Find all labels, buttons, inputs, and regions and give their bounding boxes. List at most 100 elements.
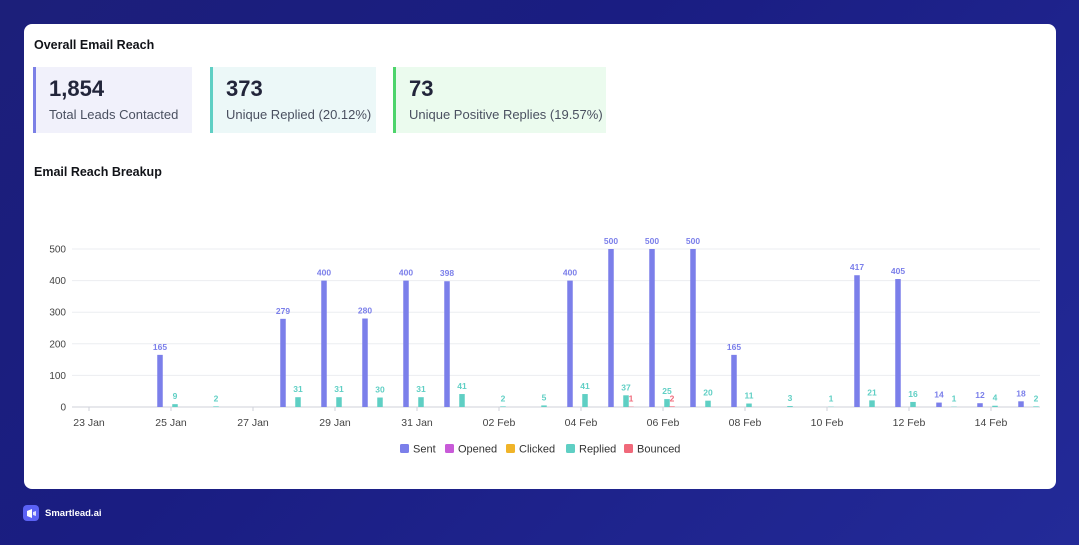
bar-sent [977, 403, 983, 407]
data-label-replied: 31 [293, 384, 303, 394]
data-label-sent: 14 [934, 390, 944, 400]
stat-unique-replied-label: Unique Replied (20.12%) [226, 107, 372, 122]
data-label-sent: 500 [686, 236, 700, 246]
data-label-bounced: 2 [670, 393, 675, 403]
data-label-sent: 405 [891, 266, 905, 276]
bar-replied [418, 397, 424, 407]
legend-swatch-replied [566, 444, 575, 453]
data-label-replied: 31 [334, 384, 344, 394]
data-label-replied: 11 [745, 391, 754, 401]
legend-swatch-clicked [506, 444, 515, 453]
data-label-sent: 400 [317, 268, 331, 278]
bar-sent [567, 280, 573, 407]
y-tick-label: 300 [49, 308, 66, 319]
overall-email-reach-title: Overall Email Reach [34, 38, 155, 52]
x-tick-label: 06 Feb [647, 417, 680, 429]
bar-sent [731, 354, 737, 407]
data-label-replied: 37 [621, 382, 631, 392]
data-label-sent: 500 [645, 236, 659, 246]
data-label-bounced: 1 [629, 394, 634, 404]
stat-total-leads-label: Total Leads Contacted [49, 107, 179, 122]
data-label-replied: 2 [214, 393, 219, 403]
bar-sent [157, 354, 163, 407]
x-tick-label: 29 Jan [319, 417, 351, 429]
bar-sent [608, 249, 614, 407]
data-label-replied: 5 [542, 392, 547, 402]
bar-replied [213, 406, 219, 407]
bar-sent [1018, 401, 1024, 407]
data-label-sent: 400 [563, 268, 577, 278]
stat-unique-replied: 373 Unique Replied (20.12%) [210, 67, 376, 133]
legend-swatch-opened [445, 444, 454, 453]
y-tick-label: 500 [49, 245, 66, 256]
stat-total-leads: 1,854 Total Leads Contacted [33, 67, 192, 133]
x-tick-label: 25 Jan [155, 417, 187, 429]
data-label-sent: 398 [440, 268, 454, 278]
bar-replied [500, 406, 506, 407]
data-label-replied: 25 [662, 386, 672, 396]
x-tick-label: 08 Feb [729, 417, 762, 429]
smartlead-logo-icon [23, 505, 39, 521]
data-label-sent: 280 [358, 306, 372, 316]
legend-swatch-sent [400, 444, 409, 453]
x-tick-label: 14 Feb [975, 417, 1008, 429]
bar-replied [869, 400, 875, 407]
bar-sent [854, 275, 860, 407]
data-label-sent: 417 [850, 262, 864, 272]
bar-replied [582, 394, 588, 407]
bar-replied [992, 405, 998, 407]
bar-sent [444, 281, 450, 407]
data-label-sent: 12 [975, 390, 985, 400]
data-label-sent: 18 [1016, 388, 1026, 398]
bar-replied [541, 405, 547, 407]
data-label-replied: 16 [908, 389, 918, 399]
bar-replied [787, 406, 793, 407]
legend-label-clicked: Clicked [519, 444, 555, 456]
bar-replied [377, 397, 383, 407]
data-label-replied: 2 [1034, 393, 1039, 403]
bar-replied [910, 401, 916, 407]
bar-sent [690, 249, 696, 407]
bar-bounced [669, 406, 675, 407]
bar-replied [705, 400, 711, 407]
data-label-replied: 20 [703, 388, 713, 398]
brand-name: Smartlead.ai [45, 507, 102, 519]
data-label-replied: 1 [952, 394, 957, 404]
bar-replied [746, 403, 752, 407]
x-tick-label: 23 Jan [73, 417, 105, 429]
legend-label-sent: Sent [413, 444, 436, 456]
data-label-sent: 500 [604, 236, 618, 246]
data-label-replied: 1 [829, 394, 834, 404]
brand-logo: Smartlead.ai [23, 505, 102, 521]
stat-positive-replies-label: Unique Positive Replies (19.57%) [409, 107, 603, 122]
data-label-replied: 41 [457, 381, 467, 391]
data-label-replied: 31 [416, 384, 426, 394]
data-label-replied: 30 [375, 385, 385, 395]
x-tick-label: 27 Jan [237, 417, 269, 429]
x-tick-label: 10 Feb [811, 417, 844, 429]
data-label-replied: 4 [993, 393, 998, 403]
bar-sent [649, 249, 655, 407]
bar-replied [1033, 406, 1039, 407]
stat-unique-replied-value: 373 [226, 76, 263, 101]
legend-label-bounced: Bounced [637, 444, 680, 456]
bar-sent [403, 280, 409, 407]
email-reach-breakup-title: Email Reach Breakup [34, 165, 162, 179]
data-label-sent: 165 [153, 342, 167, 352]
data-label-sent: 165 [727, 342, 741, 352]
x-tick-label: 04 Feb [565, 417, 598, 429]
data-label-sent: 400 [399, 268, 413, 278]
data-label-replied: 41 [580, 381, 590, 391]
x-tick-label: 02 Feb [483, 417, 516, 429]
x-tick-label: 31 Jan [401, 417, 433, 429]
bar-sent [936, 402, 942, 407]
data-label-replied: 3 [788, 393, 793, 403]
y-tick-label: 200 [49, 339, 66, 350]
legend-label-replied: Replied [579, 444, 616, 456]
bar-replied [172, 404, 178, 407]
bar-replied [336, 397, 342, 407]
data-label-replied: 21 [867, 387, 877, 397]
stat-total-leads-value: 1,854 [49, 76, 105, 101]
stat-positive-replies: 73 Unique Positive Replies (19.57%) [393, 67, 606, 133]
bar-replied [664, 399, 670, 407]
